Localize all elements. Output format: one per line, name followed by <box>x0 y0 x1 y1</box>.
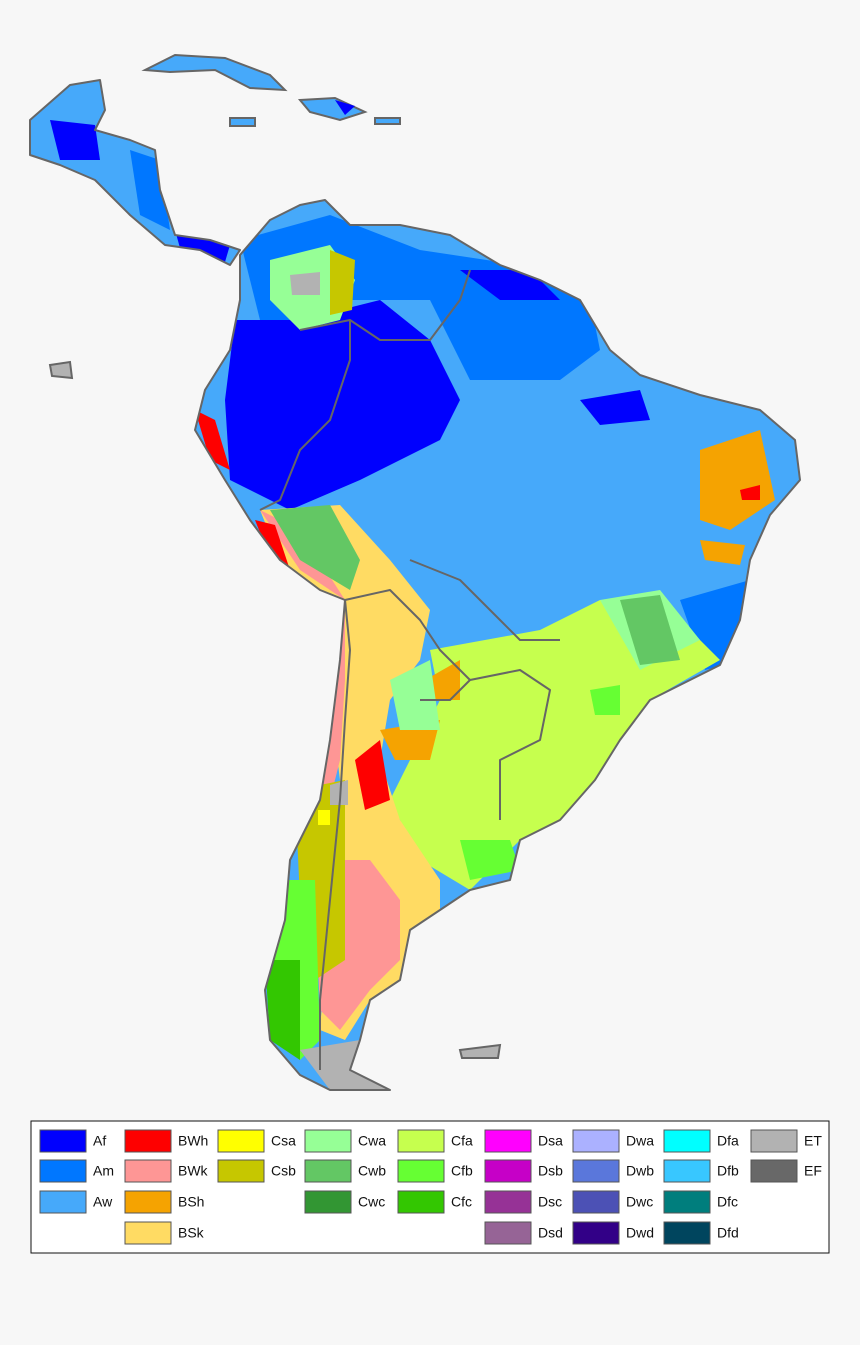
legend-swatch <box>484 1221 532 1245</box>
south-america <box>194 199 801 1091</box>
legend-label: BWk <box>178 1163 209 1179</box>
legend-label: Cwb <box>358 1163 386 1179</box>
caribbean-islands <box>48 53 502 1059</box>
legend-swatch <box>217 1129 265 1153</box>
legend-label: Cfc <box>451 1194 472 1210</box>
legend-swatch <box>124 1221 172 1245</box>
legend-label: Dfb <box>717 1163 739 1179</box>
legend-label: Dwc <box>626 1194 653 1210</box>
legend-swatch <box>750 1129 798 1153</box>
legend-label: Am <box>93 1163 114 1179</box>
legend-label: Dwb <box>626 1163 654 1179</box>
legend-label: Dsc <box>538 1194 562 1210</box>
legend-swatch <box>397 1129 445 1153</box>
legend-label: BSk <box>178 1225 205 1241</box>
legend-label: BWh <box>178 1133 208 1149</box>
legend-swatch <box>663 1129 711 1153</box>
legend-label: Dfd <box>717 1225 739 1241</box>
legend-swatch <box>663 1159 711 1183</box>
legend-label: Cwa <box>358 1133 386 1149</box>
legend-swatch <box>484 1129 532 1153</box>
legend-label: Cwc <box>358 1194 385 1210</box>
legend-swatch <box>663 1190 711 1214</box>
legend-swatch <box>304 1159 352 1183</box>
legend-swatch <box>39 1190 87 1214</box>
legend-swatch <box>663 1221 711 1245</box>
legend-label: Csb <box>271 1163 296 1179</box>
legend-label: Dwa <box>626 1133 654 1149</box>
legend-swatch <box>304 1129 352 1153</box>
legend: Af Am Aw BWh BWk BSh BSk Csa Csb Cwa Cwb Cwc Cfa Cfb C… <box>30 1120 830 1254</box>
legend-label: BSh <box>178 1194 204 1210</box>
legend-swatch <box>304 1190 352 1214</box>
legend-swatch <box>750 1159 798 1183</box>
legend-swatch <box>124 1159 172 1183</box>
legend-swatch <box>39 1159 87 1183</box>
legend-label: Dsb <box>538 1163 563 1179</box>
legend-swatch <box>572 1221 620 1245</box>
legend-label: Dfc <box>717 1194 738 1210</box>
legend-swatch <box>39 1129 87 1153</box>
legend-label: Dfa <box>717 1133 739 1149</box>
legend-swatch <box>217 1159 265 1183</box>
legend-label: Aw <box>93 1194 113 1210</box>
legend-swatch <box>124 1190 172 1214</box>
legend-swatch <box>484 1190 532 1214</box>
legend-swatch <box>572 1129 620 1153</box>
legend-label: Dsd <box>538 1225 563 1241</box>
legend-swatch <box>397 1159 445 1183</box>
legend-label: Cfa <box>451 1133 473 1149</box>
legend-label: Dwd <box>626 1225 654 1241</box>
legend-swatch <box>484 1159 532 1183</box>
legend-label: Af <box>93 1133 106 1149</box>
central-america <box>29 79 241 266</box>
legend-swatch <box>572 1159 620 1183</box>
legend-label: EF <box>804 1163 822 1179</box>
legend-swatch <box>572 1190 620 1214</box>
legend-label: ET <box>804 1133 822 1149</box>
legend-label: Dsa <box>538 1133 563 1149</box>
legend-swatch <box>397 1190 445 1214</box>
legend-label: Csa <box>271 1133 296 1149</box>
legend-swatch <box>124 1129 172 1153</box>
legend-label: Cfb <box>451 1163 473 1179</box>
